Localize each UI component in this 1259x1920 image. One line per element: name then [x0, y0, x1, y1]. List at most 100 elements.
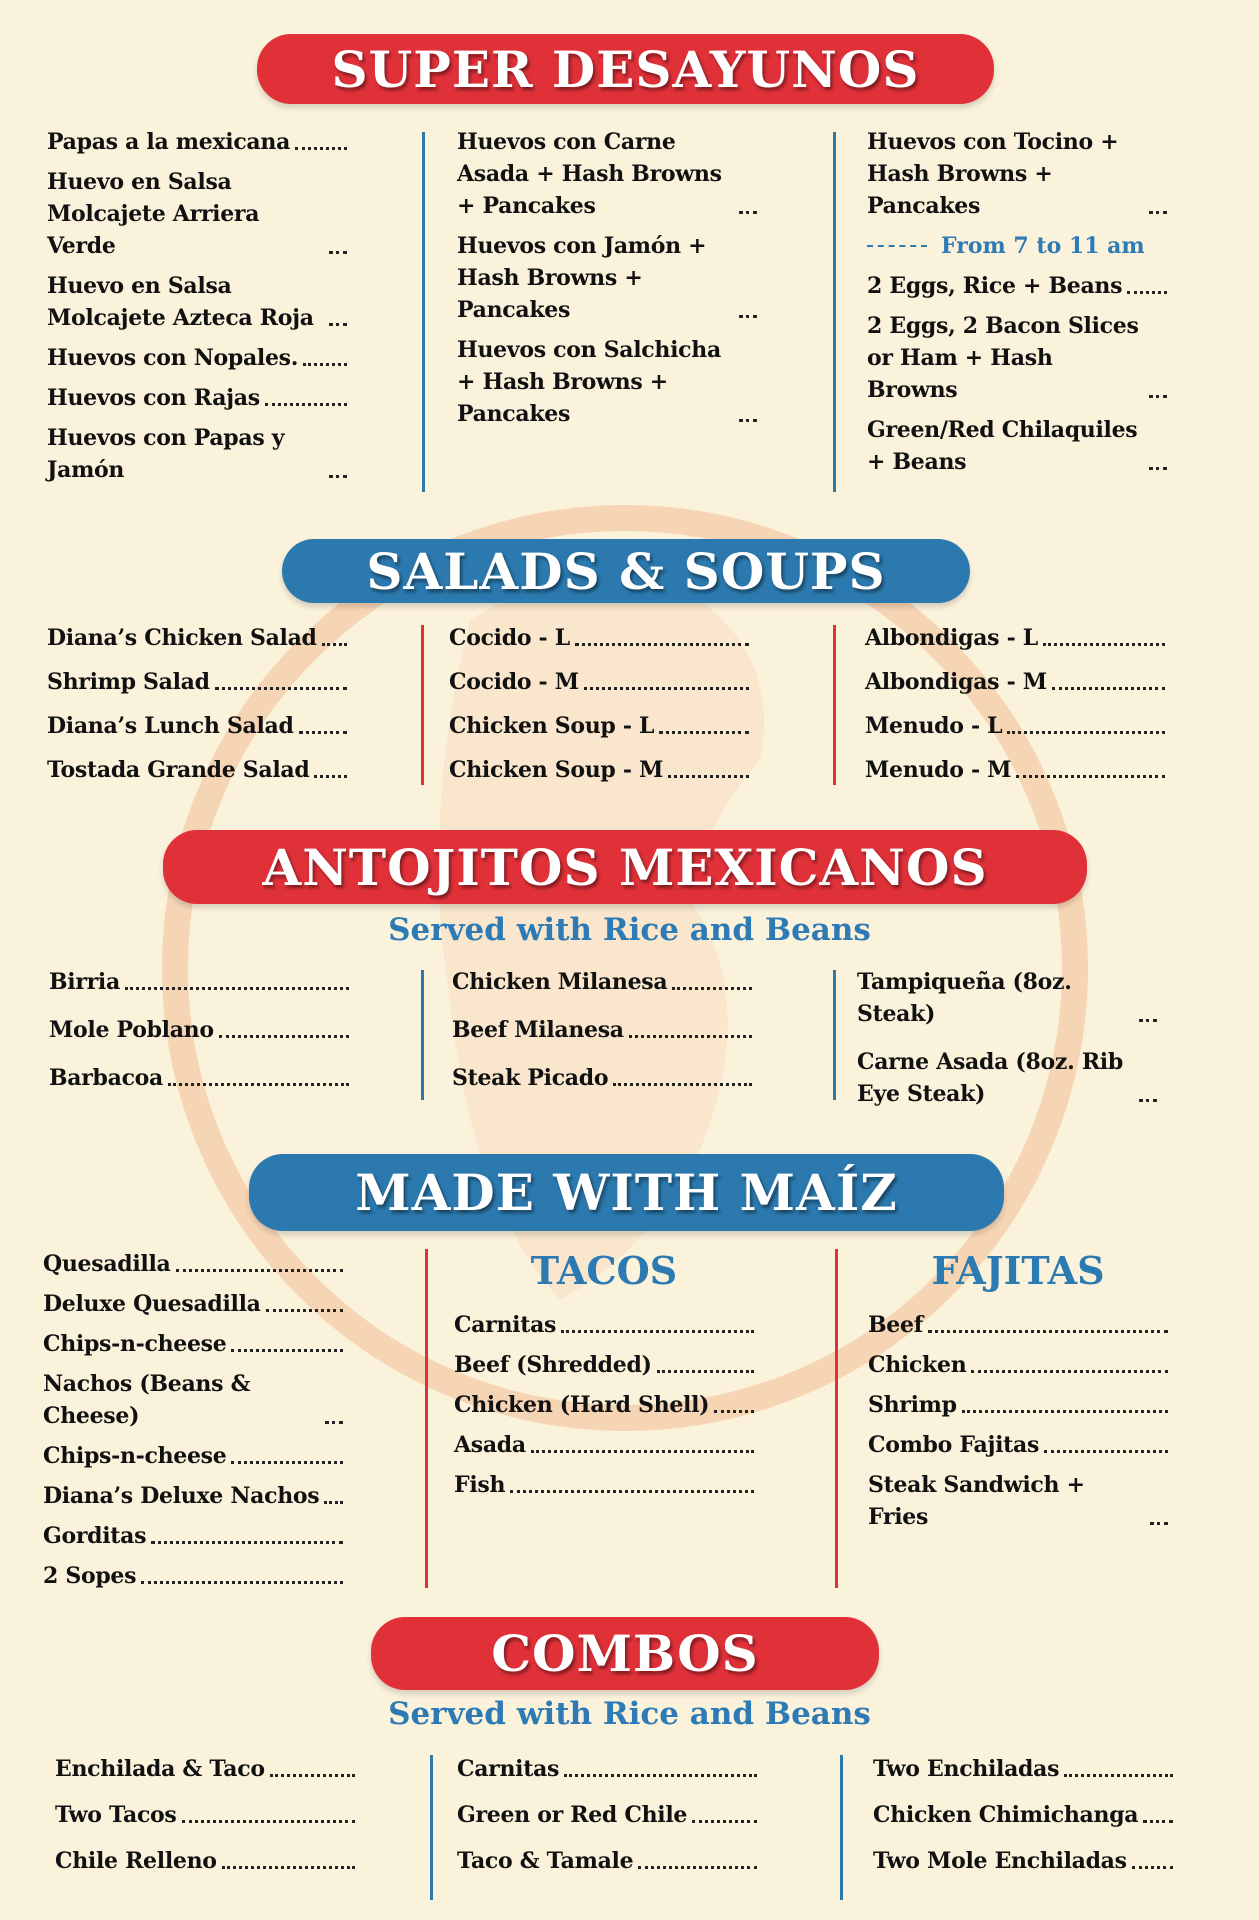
- dot-leader: [329, 323, 347, 326]
- menu-item: Shrimp Salad: [47, 666, 347, 698]
- item-name: Carnitas: [457, 1756, 560, 1782]
- menu-item: Mole Poblano: [49, 1014, 349, 1046]
- column-divider: [833, 970, 836, 1100]
- menu-item: Albondigas - M: [865, 666, 1165, 698]
- item-name: Papas a la mexicana: [47, 129, 291, 155]
- dot-leader: [668, 775, 749, 778]
- item-name: Chile Relleno: [55, 1848, 217, 1874]
- column-heading: FAJITAS: [931, 1248, 1105, 1293]
- dot-leader: [530, 1450, 754, 1453]
- item-name: Chips-n-cheese: [43, 1443, 227, 1469]
- item-name: Huevos con Salchicha + Hash Browns + Pan…: [457, 337, 721, 427]
- menu-item: Huevos con Carne Asada + Hash Browns + P…: [457, 126, 757, 222]
- item-name: Two Mole Enchiladas: [873, 1848, 1127, 1874]
- item-name: Huevos con Rajas: [47, 385, 260, 411]
- dot-leader: [927, 1330, 1168, 1333]
- menu-column: FAJITAS Beef Chicken Shrimp Combo Fajitas Ste…: [868, 1248, 1168, 1533]
- dot-leader: [1149, 467, 1167, 470]
- menu-item: Shrimp: [868, 1389, 1168, 1421]
- menu-item: Steak Picado: [452, 1062, 752, 1094]
- item-name: Chicken (Hard Shell): [454, 1392, 710, 1418]
- item-name: Cocido - L: [449, 625, 570, 651]
- menu-item: Fish: [454, 1469, 754, 1501]
- menu-column: Diana’s Chicken Salad Shrimp Salad Diana’s…: [47, 622, 347, 786]
- logo-ring: [162, 505, 1088, 1431]
- item-name: Gorditas: [43, 1523, 147, 1549]
- dot-leader: [510, 1490, 754, 1493]
- menu-item: Chips-n-cheese: [43, 1440, 343, 1472]
- item-name: Chicken Milanesa: [452, 969, 668, 995]
- column-divider: [833, 132, 836, 492]
- dot-leader: [714, 1410, 754, 1413]
- menu-item: Two Mole Enchiladas: [873, 1845, 1173, 1877]
- menu-column: Albondigas - L Albondigas - M Menudo - L Me…: [865, 622, 1165, 786]
- item-name: Beef: [868, 1312, 923, 1338]
- item-name: Green/Red Chilaquiles + Beans: [867, 417, 1138, 475]
- menu-item: Enchilada & Taco: [55, 1753, 355, 1785]
- menu-item: Menudo - L: [865, 710, 1165, 742]
- dot-leader: [564, 1774, 757, 1777]
- item-name: Green or Red Chile: [457, 1802, 688, 1828]
- section-banner: MADE WITH MAÍZ: [249, 1154, 1004, 1231]
- menu-item: Cocido - L: [449, 622, 749, 654]
- menu-column: Quesadilla Deluxe Quesadilla Chips-n-chees…: [43, 1248, 343, 1592]
- menu-column: Tampiqueña (8oz. Steak) Carne Asada (8oz.…: [857, 966, 1157, 1110]
- item-name: Huevos con Tocino + Hash Browns + Pancak…: [867, 129, 1119, 219]
- menu-item: Green/Red Chilaquiles + Beans: [867, 414, 1167, 478]
- menu-item: Huevos con Jamón + Hash Browns + Pancake…: [457, 230, 757, 326]
- section-banner: SALADS & SOUPS: [282, 539, 970, 603]
- menu-item: Tampiqueña (8oz. Steak): [857, 966, 1157, 1030]
- dot-leader: [221, 1866, 355, 1869]
- menu-column: Huevos con Carne Asada + Hash Browns + P…: [457, 126, 757, 430]
- dot-leader: [298, 731, 347, 734]
- item-name: Birria: [49, 969, 120, 995]
- item-name: Chicken Chimichanga: [873, 1802, 1139, 1828]
- item-name: Albondigas - L: [865, 625, 1038, 651]
- dot-leader: [1044, 1450, 1168, 1453]
- item-name: Nachos (Beans & Cheese): [43, 1371, 251, 1429]
- menu-item: Deluxe Quesadilla: [43, 1288, 343, 1320]
- item-name: Huevos con Papas y Jamón: [47, 425, 285, 483]
- item-name: Fish: [454, 1472, 506, 1498]
- dot-leader: [1139, 1019, 1157, 1022]
- dot-leader: [1150, 1522, 1168, 1525]
- menu-item: Chicken Soup - L: [449, 710, 749, 742]
- item-name: Shrimp: [868, 1392, 957, 1418]
- dot-leader: [1016, 775, 1165, 778]
- dot-leader: [265, 1309, 343, 1312]
- item-name: Beef Milanesa: [452, 1017, 624, 1043]
- dot-leader: [692, 1820, 757, 1823]
- menu-item: Birria: [49, 966, 349, 998]
- column-divider: [833, 625, 836, 785]
- item-name: Diana’s Chicken Salad: [47, 625, 317, 651]
- dot-leader: [1149, 395, 1167, 398]
- menu-column: Huevos con Tocino + Hash Browns + Pancak…: [867, 126, 1167, 478]
- dot-leader: [124, 987, 349, 990]
- item-name: Barbacoa: [49, 1065, 164, 1091]
- item-name: Taco & Tamale: [457, 1848, 634, 1874]
- menu-column: Two Enchiladas Chicken Chimichanga Two Mol…: [873, 1753, 1173, 1877]
- item-name: Chips-n-cheese: [43, 1331, 227, 1357]
- item-name: Huevos con Nopales.: [47, 345, 299, 371]
- dash-line: [867, 245, 927, 247]
- item-name: Enchilada & Taco: [55, 1756, 265, 1782]
- menu-item: Chile Relleno: [55, 1845, 355, 1877]
- menu-item: Cocido - M: [449, 666, 749, 698]
- dot-leader: [325, 1421, 343, 1424]
- dot-leader: [1139, 1099, 1157, 1102]
- dot-leader: [264, 403, 347, 406]
- column-divider: [430, 1755, 433, 1900]
- menu-column: Papas a la mexicana Huevo en Salsa Molcaj…: [47, 126, 347, 486]
- item-name: Two Enchiladas: [873, 1756, 1060, 1782]
- dot-leader: [656, 1370, 754, 1373]
- item-name: Huevo en Salsa Molcajete Azteca Roja: [47, 273, 314, 331]
- item-name: Tampiqueña (8oz. Steak): [857, 969, 1072, 1027]
- item-name: Chicken: [868, 1352, 967, 1378]
- logo-figure: [438, 584, 764, 1300]
- item-name: Quesadilla: [43, 1251, 171, 1277]
- item-name: Diana’s Lunch Salad: [47, 713, 294, 739]
- dot-leader: [181, 1820, 355, 1823]
- dot-leader: [739, 419, 757, 422]
